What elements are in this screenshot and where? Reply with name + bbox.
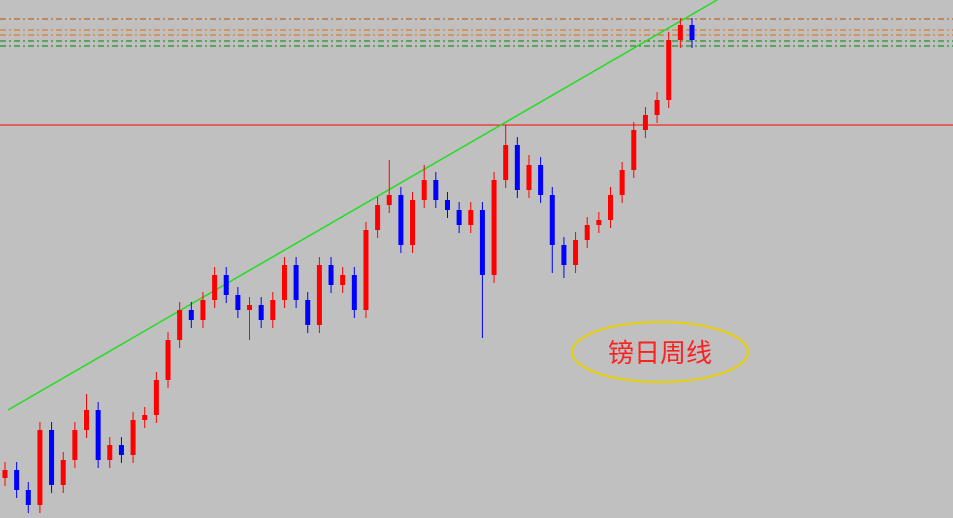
- candle-body: [270, 300, 276, 320]
- candle-body: [596, 220, 602, 225]
- candle-body: [677, 25, 683, 40]
- candle-body: [561, 245, 567, 265]
- candle-body: [281, 265, 287, 300]
- candle-body: [619, 170, 625, 195]
- candle-body: [398, 195, 404, 245]
- candles: [2, 18, 695, 513]
- candle-body: [340, 275, 346, 285]
- candle-body: [118, 445, 124, 455]
- candle-body: [142, 415, 148, 420]
- candle-body: [84, 410, 90, 430]
- candle-body: [72, 430, 78, 460]
- candle-body: [479, 210, 485, 275]
- candle-body: [456, 210, 462, 225]
- candle-body: [538, 165, 544, 195]
- candle-body: [305, 300, 311, 325]
- candle-body: [316, 265, 322, 325]
- candle-body: [607, 195, 613, 220]
- candle-body: [177, 310, 183, 340]
- candle-body: [514, 145, 520, 190]
- candle-body: [107, 445, 113, 460]
- candle-body: [60, 460, 66, 485]
- candle-body: [689, 25, 695, 40]
- candle-body: [573, 240, 579, 265]
- candle-body: [153, 380, 159, 415]
- candle-body: [223, 275, 229, 295]
- candle-body: [549, 195, 555, 245]
- candle-body: [491, 180, 497, 275]
- candle-body: [14, 470, 20, 490]
- candle-body: [200, 300, 206, 320]
- candle-body: [642, 115, 648, 130]
- candle-body: [468, 210, 474, 225]
- candle-body: [526, 165, 532, 190]
- candle-body: [351, 275, 357, 310]
- candle-body: [188, 310, 194, 320]
- trend-line: [7, 0, 718, 411]
- annotation-ellipse: [571, 321, 749, 383]
- candle-body: [375, 205, 381, 230]
- candle-body: [247, 305, 253, 310]
- candle-body: [293, 265, 299, 300]
- candle-body: [386, 195, 392, 205]
- candle-body: [328, 265, 334, 285]
- candle-body: [584, 225, 590, 240]
- candle-body: [212, 275, 218, 300]
- candle-body: [49, 430, 55, 485]
- candle-body: [410, 200, 416, 245]
- candle-body: [503, 145, 509, 180]
- candle-body: [165, 340, 171, 380]
- candle-body: [654, 100, 660, 115]
- candle-body: [666, 40, 672, 100]
- candle-body: [130, 420, 136, 455]
- candle-body: [363, 230, 369, 310]
- candle-body: [37, 430, 43, 505]
- annotation: 镑日周线: [608, 339, 712, 369]
- candle-body: [95, 410, 101, 460]
- candle-body: [258, 305, 264, 320]
- candle-body: [631, 130, 637, 170]
- candle-body: [25, 490, 31, 505]
- candle-body: [433, 180, 439, 200]
- candle-body: [421, 180, 427, 200]
- candle-body: [444, 200, 450, 210]
- candle-body: [235, 295, 241, 310]
- candle-body: [2, 470, 8, 478]
